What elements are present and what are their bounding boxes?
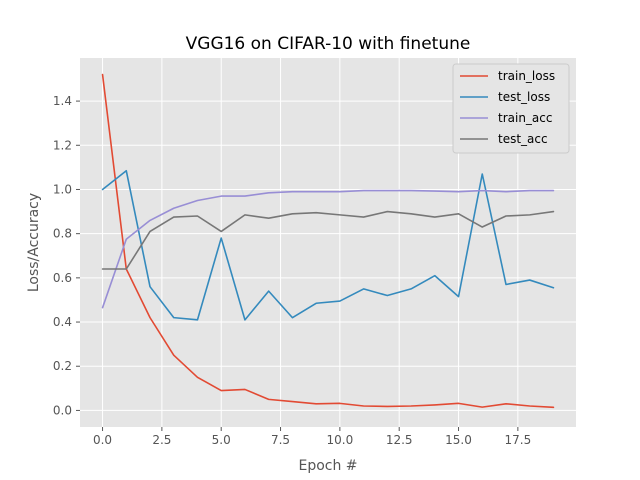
legend-label-test-acc: test_acc: [498, 132, 548, 146]
x-axis-ticks: 0.0 2.5 5.0 7.5 10.0 12.5 15.0 17.5: [93, 427, 531, 447]
legend-items: train_loss test_loss train_acc test_acc: [460, 69, 555, 146]
x-tick-label: 15.0: [445, 433, 472, 447]
y-axis-label: Loss/Accuracy: [26, 193, 42, 292]
legend-label-train-loss: train_loss: [498, 69, 555, 83]
y-tick-label: 1.2: [53, 138, 72, 152]
x-axis-label: Epoch #: [298, 458, 357, 474]
chart-title: VGG16 on CIFAR-10 with finetune: [186, 34, 471, 54]
legend: train_loss test_loss train_acc test_acc: [452, 63, 570, 154]
legend-label-train-acc: train_acc: [498, 111, 552, 125]
series-line-train-acc: [101, 189, 555, 309]
x-tick-label: 7.5: [271, 433, 290, 447]
x-tick-label: 0.0: [93, 433, 112, 447]
y-tick-label: 0.6: [53, 271, 72, 285]
x-tick-label: 2.5: [152, 433, 171, 447]
legend-box: [452, 63, 570, 154]
y-tick-label: 1.4: [53, 94, 72, 108]
series-line-train-loss: [101, 73, 555, 409]
series-layer: [101, 73, 555, 409]
x-tick-label: 12.5: [386, 433, 413, 447]
series-line-test-loss: [101, 169, 555, 321]
y-tick-label: 0.2: [53, 359, 72, 373]
legend-label-test-loss: test_loss: [498, 90, 550, 104]
x-tick-label: 17.5: [504, 433, 531, 447]
y-axis-ticks: 0.0 0.2 0.4 0.6 0.8 1.0 1.2 1.4: [53, 94, 80, 417]
series-line-test-acc: [101, 210, 555, 270]
y-tick-label: 0.0: [53, 403, 72, 417]
y-tick-label: 0.8: [53, 227, 72, 241]
x-tick-label: 10.0: [327, 433, 354, 447]
y-tick-label: 1.0: [53, 182, 72, 196]
x-tick-label: 5.0: [212, 433, 231, 447]
y-tick-label: 0.4: [53, 315, 72, 329]
